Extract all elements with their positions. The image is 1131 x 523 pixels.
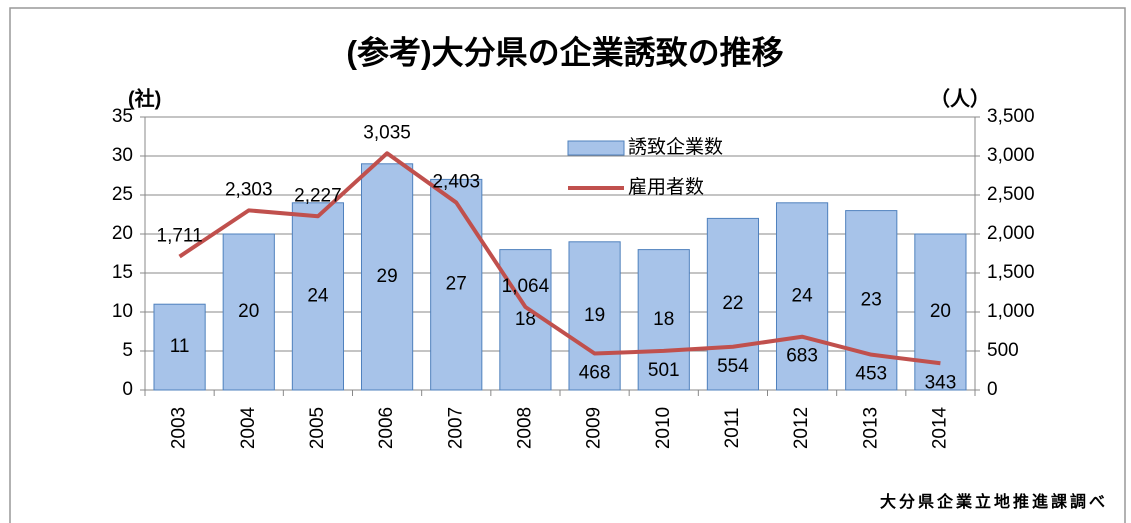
x-tick-label: 2011 bbox=[722, 408, 743, 449]
bar-value-label: 20 bbox=[930, 301, 951, 322]
y2-tick-label: 1,500 bbox=[987, 262, 1035, 283]
chart-title: (参考)大分県の企業誘致の推移 bbox=[346, 34, 783, 70]
bar-value-label: 11 bbox=[170, 336, 190, 357]
y-tick-label: 30 bbox=[112, 145, 133, 166]
x-tick-label: 2005 bbox=[307, 407, 328, 449]
legend-label: 誘致企業数 bbox=[628, 136, 723, 158]
line-value-label: 2,403 bbox=[432, 172, 480, 193]
line-value-label: 1,064 bbox=[502, 276, 550, 297]
y-tick-label: 35 bbox=[112, 106, 133, 127]
y-tick-label: 0 bbox=[122, 379, 133, 400]
x-tick-label: 2009 bbox=[584, 407, 605, 449]
bar-value-label: 24 bbox=[792, 285, 814, 306]
bar-value-label: 24 bbox=[307, 285, 329, 306]
line-value-label: 3,035 bbox=[363, 122, 411, 143]
bar-value-label: 18 bbox=[515, 309, 536, 330]
bar bbox=[291, 202, 345, 391]
bar bbox=[914, 233, 967, 391]
y2-tick-label: 500 bbox=[987, 340, 1019, 361]
bar-value-label: 29 bbox=[377, 266, 398, 287]
bar bbox=[568, 241, 621, 391]
source-note: 大分県企業立地推進課調べ bbox=[880, 492, 1108, 511]
y-axis-label: (社) bbox=[128, 86, 161, 110]
y-tick-label: 25 bbox=[112, 184, 133, 205]
x-tick-label: 2006 bbox=[376, 407, 397, 449]
line-value-label: 1,711 bbox=[157, 226, 203, 247]
y2-tick-label: 3,000 bbox=[987, 145, 1035, 166]
y-tick-label: 5 bbox=[122, 340, 133, 361]
y-tick-label: 20 bbox=[112, 223, 133, 244]
x-tick-label: 2013 bbox=[860, 407, 881, 449]
y2-tick-label: 2,500 bbox=[987, 184, 1035, 205]
bar bbox=[430, 178, 483, 391]
y-tick-label: 15 bbox=[112, 262, 133, 283]
line-value-label: 343 bbox=[925, 372, 957, 393]
line-value-label: 2,303 bbox=[225, 179, 273, 200]
line-value-label: 453 bbox=[855, 364, 887, 385]
bar-value-label: 18 bbox=[653, 309, 674, 330]
y2-tick-label: 3,500 bbox=[987, 106, 1035, 127]
bar-value-label: 23 bbox=[861, 289, 882, 310]
bar-value-label: 27 bbox=[446, 274, 467, 295]
line-value-label: 501 bbox=[648, 360, 680, 381]
bar bbox=[637, 249, 690, 391]
bar bbox=[222, 233, 275, 391]
x-tick-label: 2010 bbox=[653, 407, 674, 449]
line-value-label: 2,227 bbox=[294, 185, 342, 206]
line-value-label: 554 bbox=[717, 356, 749, 377]
line-value-label: 468 bbox=[579, 363, 611, 384]
x-tick-label: 2007 bbox=[445, 407, 466, 449]
y2-axis-label: （人） bbox=[930, 87, 990, 110]
legend-swatch bbox=[567, 140, 625, 156]
bar bbox=[360, 163, 414, 391]
x-tick-label: 2008 bbox=[514, 407, 535, 449]
y2-tick-label: 2,000 bbox=[987, 223, 1035, 244]
bar-value-label: 19 bbox=[584, 305, 605, 326]
y-tick-label: 10 bbox=[112, 301, 133, 322]
y2-tick-label: 0 bbox=[987, 379, 998, 400]
x-tick-label: 2012 bbox=[791, 407, 812, 449]
x-tick-label: 2003 bbox=[169, 407, 190, 449]
line-series bbox=[178, 151, 941, 366]
bar bbox=[706, 217, 760, 391]
legend-label: 雇用者数 bbox=[628, 176, 704, 198]
bar bbox=[845, 210, 898, 391]
y2-tick-label: 1,000 bbox=[987, 301, 1035, 322]
x-tick-label: 2004 bbox=[238, 406, 259, 449]
bar bbox=[775, 202, 829, 391]
bar-value-label: 22 bbox=[722, 293, 743, 314]
bar-value-label: 20 bbox=[238, 301, 259, 322]
bar bbox=[153, 303, 206, 391]
line-value-label: 683 bbox=[786, 346, 818, 367]
x-tick-label: 2014 bbox=[929, 406, 950, 449]
